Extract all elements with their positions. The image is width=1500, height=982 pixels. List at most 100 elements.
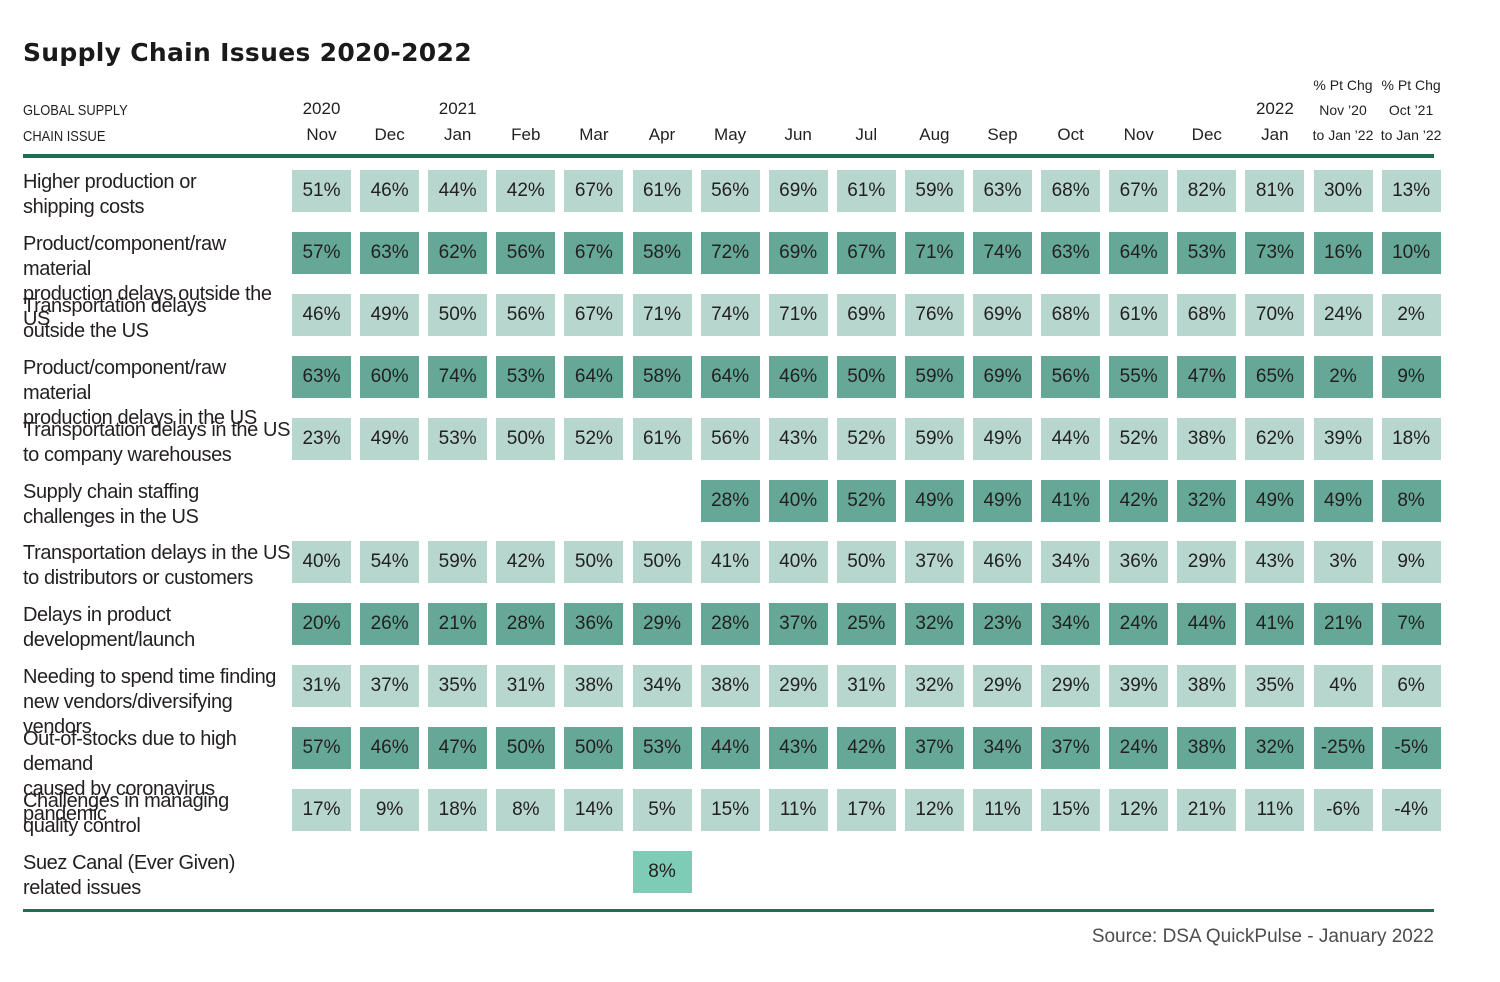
table-cell: 74% — [428, 355, 488, 398]
column-header-9: Aug — [905, 96, 964, 148]
table-cell: 56% — [496, 231, 556, 274]
column-header-2: 2021 Jan — [428, 96, 487, 148]
column-header-9-l2: Aug — [919, 125, 950, 144]
column-header-11-l2: Oct — [1057, 125, 1084, 144]
table-cell: 34% — [632, 665, 692, 708]
table-cell: 46% — [973, 541, 1032, 584]
table-cell: 67% — [836, 231, 896, 274]
table-cell: 68% — [1177, 293, 1237, 336]
table-cell: 69% — [768, 231, 828, 274]
table-cell: 11% — [973, 789, 1032, 831]
table-cell: 42% — [496, 541, 556, 584]
table-cell: 17% — [836, 789, 896, 831]
table-cell: 36% — [564, 603, 624, 646]
row-label-line: production delays in the US — [23, 406, 257, 429]
table-cell: 43% — [768, 417, 828, 460]
column-header-8: Jul — [837, 96, 896, 148]
table-cell: 65% — [1245, 355, 1305, 398]
table-cell: 51% — [292, 170, 351, 212]
table-cell: 49% — [1313, 479, 1373, 522]
column-header-16-l1: Oct ’21 — [1388, 102, 1434, 118]
table-cell: 64% — [1109, 231, 1169, 274]
table-cell: 10% — [1381, 231, 1441, 274]
table-cell: 71% — [768, 293, 828, 336]
row-label: Out-of-stocks due to high demand caused b… — [23, 727, 293, 827]
row-label-line: Needing to spend time finding — [23, 666, 277, 689]
table-cell: 63% — [973, 170, 1032, 212]
column-header-15: % Pt Chg Nov ’20 to Jan ’22 — [1308, 73, 1379, 148]
row-label: Transportation delays in the US to distri… — [23, 541, 293, 591]
table-cell: 44% — [700, 727, 760, 770]
column-header-13-l1 — [1177, 96, 1236, 122]
footer-rule — [23, 909, 1434, 912]
table-cell: 49% — [360, 293, 420, 336]
table-cell: 35% — [428, 665, 488, 708]
table-cell: 11% — [768, 789, 828, 831]
row-label: Transportation delays outside the US — [23, 294, 293, 344]
table-cell: 69% — [768, 170, 828, 212]
table-cell: 41% — [700, 541, 760, 584]
table-cell: 28% — [496, 603, 556, 646]
table-cell: 11% — [1245, 789, 1305, 831]
table-cell: 24% — [1109, 727, 1169, 770]
table-cell: 81% — [1245, 170, 1305, 212]
column-header-15-l1: Nov ’20 — [1319, 102, 1367, 118]
table-cell: 24% — [1313, 293, 1373, 336]
table-cell: 67% — [564, 231, 624, 274]
table-cell: 50% — [836, 355, 896, 398]
column-header-16-l2: to Jan ’22 — [1380, 127, 1442, 143]
column-header-10-l1 — [973, 96, 1032, 122]
table-cell: 69% — [836, 293, 896, 336]
table-cell: 60% — [360, 355, 420, 398]
column-header-6-l1 — [701, 96, 760, 122]
column-header-7-l1 — [769, 96, 828, 122]
column-header-4: Mar — [564, 96, 623, 148]
table-cell: 61% — [1109, 293, 1169, 336]
table-cell: 58% — [632, 355, 692, 398]
table-cell: 17% — [292, 789, 351, 831]
row-label-line: Out-of-stocks due to high demand — [23, 728, 237, 776]
source-note: Source: DSA QuickPulse - January 2022 — [1091, 926, 1434, 947]
column-header-6-l2: May — [714, 125, 747, 144]
column-header-13-l2: Dec — [1191, 125, 1222, 144]
row-label-line: Transportation delays in the US — [23, 418, 291, 441]
table-cell: 57% — [292, 231, 351, 274]
row-label-line: Challenges in managing — [23, 790, 229, 812]
table-cell: 61% — [836, 170, 896, 212]
table-cell: 2% — [1313, 355, 1373, 398]
row-label-line: development/launch — [23, 629, 195, 652]
table-cell: 34% — [1041, 603, 1101, 646]
table-cell: 38% — [1177, 727, 1237, 770]
row-header-line-1: GLOBAL SUPPLY — [23, 102, 128, 119]
table-cell: 55% — [1109, 355, 1169, 398]
row-label-line: outside the US — [23, 319, 149, 342]
column-header-15-l0: % Pt Chg — [1313, 77, 1373, 93]
table-cell: 8% — [632, 850, 692, 893]
table-cell: 41% — [1041, 479, 1101, 522]
table-cell: 74% — [700, 293, 760, 336]
column-header-0: 2020 Nov — [292, 96, 351, 148]
table-cell: 16% — [1313, 231, 1373, 274]
table-cell: 64% — [700, 355, 760, 398]
column-header-10: Sep — [973, 96, 1032, 148]
table-cell: 44% — [1177, 603, 1237, 646]
table-cell: 50% — [564, 727, 624, 770]
table-cell: 59% — [904, 417, 964, 460]
row-label-line: production delays outside the US — [23, 282, 272, 330]
table-cell: 29% — [973, 665, 1032, 708]
row-label: Product/component/raw material production… — [23, 232, 293, 332]
table-cell: 59% — [428, 541, 488, 584]
table-cell: 15% — [1041, 789, 1101, 831]
row-label-line: related issues — [23, 876, 141, 899]
table-cell: -5% — [1381, 727, 1441, 770]
column-header-12-l2: Nov — [1123, 125, 1154, 144]
table-cell: 18% — [1381, 417, 1441, 460]
table-cell: 61% — [632, 170, 692, 212]
table-cell: 52% — [564, 417, 624, 460]
row-label: Transportation delays in the US to compan… — [23, 418, 293, 468]
table-cell: 32% — [1177, 479, 1237, 522]
column-header-3-l1 — [496, 96, 555, 122]
row-label-line: quality control — [23, 815, 141, 837]
table-cell: 34% — [973, 727, 1032, 770]
table-cell: 50% — [428, 293, 488, 336]
